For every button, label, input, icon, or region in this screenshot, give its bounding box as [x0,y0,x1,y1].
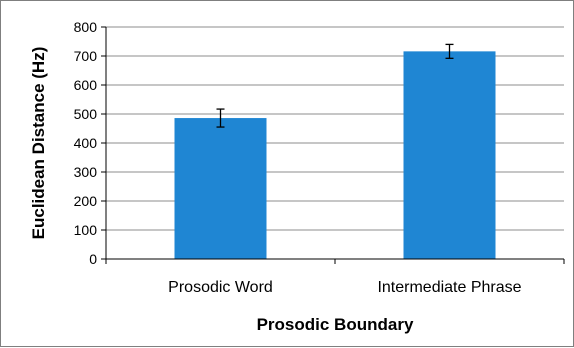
y-tick-label: 400 [74,135,98,151]
bar [403,51,496,259]
x-tick-label: Prosodic Word [168,279,273,296]
y-tick-label: 100 [74,222,98,238]
y-tick-label: 800 [74,19,98,35]
y-axis-title: Euclidean Distance (Hz) [29,47,48,240]
x-tick-labels: Prosodic Word Intermediate Phrase [168,279,521,296]
bars [174,51,496,259]
bar [174,118,267,259]
y-tick-label: 300 [74,164,98,180]
x-tick-label: Intermediate Phrase [377,279,521,296]
y-tick-label: 700 [74,48,98,64]
y-tick-label: 0 [89,251,97,267]
error-bars [216,43,454,128]
x-axis-title: Prosodic Boundary [257,315,414,334]
y-tick-labels: 0 100 200 300 400 500 600 700 800 [74,19,98,267]
y-tick-label: 200 [74,193,98,209]
y-tick-label: 500 [74,106,98,122]
y-tick-label: 600 [74,77,98,93]
